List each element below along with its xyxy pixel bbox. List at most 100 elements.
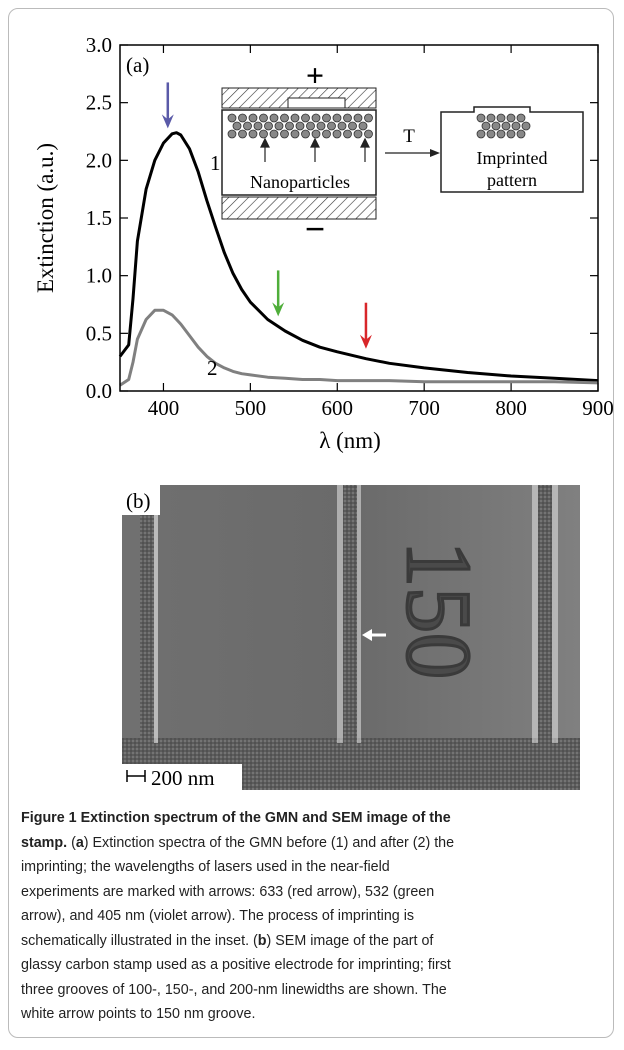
sem-number: 150 [388,541,490,679]
particle [259,129,268,139]
groove [343,485,357,745]
laser-arrow-head [161,114,174,129]
particle [358,121,368,131]
particle [322,129,331,139]
particle [311,129,321,139]
scale-label: 200 nm [151,766,215,790]
y-tick-label: 1.5 [86,206,112,230]
caption-text: ) SEM image of the part of [266,932,434,949]
laser-arrow [359,302,372,349]
scale-bar [126,770,146,782]
particle [232,121,242,131]
panel-label: (b) [126,489,151,513]
caption-line: Figure 1 Extinction spectrum of the GMN … [21,806,454,831]
particle [227,129,237,139]
particle [264,121,273,131]
y-tick-label: 2.5 [86,91,112,115]
caption-text: ( [67,834,76,851]
particle [316,121,326,131]
particle [269,129,279,139]
inset-label: Nanoparticles [250,172,350,192]
inset-label: Imprinted [477,148,548,168]
particle [306,121,315,131]
curve-label: 1 [210,151,221,175]
series-line [119,308,599,387]
particle [476,113,486,123]
particle [285,121,294,131]
figure-frame [8,8,614,1038]
particle [301,113,310,123]
particle [353,113,363,123]
laser-arrow-head [359,334,372,349]
y-tick-label: 2.0 [86,148,112,172]
particle [243,121,252,131]
bottom-electrode [221,196,377,220]
caption-text: white arrow points to 150 nm groove. [21,1006,256,1022]
particle [516,113,526,123]
particle [337,121,347,131]
particle [332,113,342,123]
particle [238,129,247,139]
minus-sign: − [305,209,326,249]
stamp-relief [287,97,346,109]
curve-label: 2 [207,356,218,380]
particle [481,121,491,131]
process-arrow-head [430,149,440,157]
imprinted-box [440,106,584,193]
inset-schematic: Nanoparticles + − T Imprinted pattern [221,57,584,249]
particle [516,129,526,139]
x-tick-label: 800 [495,396,527,420]
caption-title: stamp. [21,834,68,851]
caption-text: three grooves of 100-, 150-, and 200-nm … [21,981,447,998]
particle [521,121,531,131]
caption-line: white arrow points to 150 nm groove. [21,1002,454,1027]
caption: Figure 1 Extinction spectrum of the GMN … [21,806,454,1027]
caption-line: three grooves of 100-, 150-, and 200-nm … [21,978,454,1003]
particle [248,113,258,123]
x-tick-label: 700 [408,396,440,420]
caption-text: a [75,834,84,851]
y-tick-label: 3.0 [86,33,112,57]
particle [248,129,258,139]
particle [491,121,501,131]
particle [364,113,373,123]
caption-line: arrow), and 405 nm (violet arrow). The p… [21,904,454,929]
series-line [118,131,599,383]
particle [496,129,506,139]
particle [486,113,496,123]
caption-line: imprinting; the wavelengths of lasers us… [21,855,454,880]
laser-arrow [272,270,285,317]
nanoparticles [227,113,373,139]
x-tick-label: 600 [322,396,354,420]
particle [290,129,300,139]
caption-text: imprinting; the wavelengths of lasers us… [21,859,390,875]
caption-line: glassy carbon stamp used as a positive e… [21,953,454,978]
groove [538,485,552,745]
caption-text: ) Extinction spectra of the GMN before (… [83,834,455,851]
scale-box [122,764,242,790]
particle [506,113,516,123]
caption-text: arrow), and 405 nm (violet arrow). The p… [21,908,415,924]
particle [311,113,321,123]
plot-frame [119,44,599,392]
y-axis-title: Extinction (a.u.) [33,143,58,293]
particle [327,121,336,131]
particle [280,129,289,139]
field-arrows [260,137,370,162]
caption-text: experiments are marked with arrows: 633 … [21,883,435,900]
particle [496,113,506,123]
particle [511,121,521,131]
plot-area: 0.0 0.5 1.0 1.5 2.0 2.5 3.0 400 500 600 700 800 900 [86,33,614,420]
x-tick-label: 500 [235,396,267,420]
caption-title: Figure 1 Extinction spectrum of the GMN … [21,810,451,826]
particle [280,113,289,123]
particle [486,129,496,139]
particle [332,129,342,139]
particle [259,113,268,123]
groove [140,485,154,745]
caption-text: b [257,932,267,949]
x-axis-title: λ (nm) [319,428,381,453]
particle [343,113,352,123]
